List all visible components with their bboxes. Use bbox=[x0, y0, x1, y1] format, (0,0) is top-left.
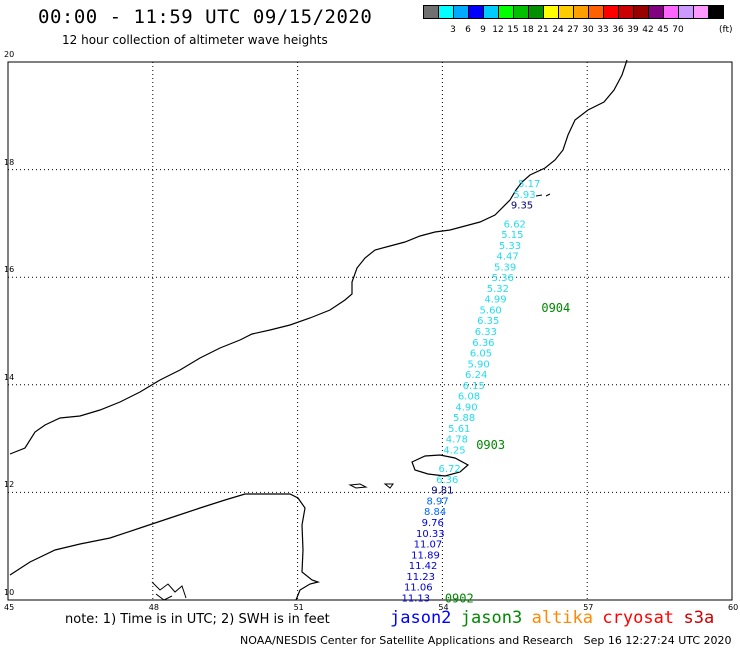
legend-unit: (ft) bbox=[719, 25, 733, 35]
x-tick-label: 48 bbox=[148, 603, 159, 612]
legend-label: 12 bbox=[492, 25, 504, 35]
wave-height-label: 4.90 bbox=[455, 402, 477, 413]
wave-height-label: 5.32 bbox=[487, 284, 509, 295]
x-tick-label: 57 bbox=[583, 603, 594, 612]
wave-height-label: 8.84 bbox=[424, 507, 446, 518]
somali-coastline bbox=[9, 493, 321, 601]
y-tick-label: 16 bbox=[4, 265, 15, 275]
legend-label: 15 bbox=[507, 25, 519, 35]
wave-height-label: 11.23 bbox=[406, 572, 435, 583]
pass-time-label: 0904 bbox=[541, 301, 570, 315]
satellite-name: jason3 bbox=[460, 608, 523, 628]
wave-height-label: 6.05 bbox=[470, 349, 492, 360]
chart-subtitle: 12 hour collection of altimeter wave hei… bbox=[62, 33, 328, 47]
legend-label: 9 bbox=[480, 25, 486, 35]
x-tick-label: 60 bbox=[728, 603, 739, 612]
wave-height-label: 6.15 bbox=[463, 381, 485, 392]
satellite-name: s3a bbox=[683, 608, 715, 628]
wave-height-label: 4.99 bbox=[484, 295, 506, 306]
legend-label: 39 bbox=[627, 25, 639, 35]
legend-label: 70 bbox=[672, 25, 684, 35]
arabian-coastline bbox=[9, 59, 628, 455]
pass-time-label: 0902 bbox=[445, 591, 474, 605]
wave-height-label: 4.78 bbox=[446, 435, 468, 446]
wave-height-label: 5.39 bbox=[494, 262, 516, 273]
coastal-islets bbox=[151, 581, 187, 601]
kuria-muria-islands bbox=[535, 193, 551, 197]
wave-height-label: 6.62 bbox=[504, 219, 526, 230]
wave-height-label: 6.35 bbox=[477, 316, 499, 327]
footer-note: note: 1) Time is in UTC; 2) SWH is in fe… bbox=[65, 612, 330, 627]
wave-height-label: 9.35 bbox=[511, 201, 533, 212]
wave-height-label: 5.93 bbox=[513, 190, 535, 201]
wave-height-label: 11.89 bbox=[411, 550, 440, 561]
legend-label: 42 bbox=[642, 25, 654, 35]
wave-height-label: 11.06 bbox=[404, 583, 433, 594]
wave-height-label: 5.60 bbox=[480, 305, 502, 316]
wave-height-label: 6.24 bbox=[465, 370, 487, 381]
wave-height-label: 5.15 bbox=[501, 230, 523, 241]
wave-height-label: 5.17 bbox=[518, 179, 540, 190]
credit-line: NOAA/NESDIS Center for Satellite Applica… bbox=[240, 634, 732, 647]
legend-label: 18 bbox=[522, 25, 534, 35]
y-tick-label: 20 bbox=[4, 50, 15, 59]
wave-height-label: 5.61 bbox=[448, 424, 470, 435]
wave-height-track: 5.175.939.35 6.625.155.334.475.395.365.32… bbox=[402, 179, 541, 604]
wave-height-label: 6.36 bbox=[436, 475, 458, 486]
chart-title: 00:00 - 11:59 UTC 09/15/2020 bbox=[38, 6, 373, 28]
grid bbox=[8, 62, 732, 600]
wave-height-label: 6.72 bbox=[439, 464, 461, 475]
wave-height-label: 6.08 bbox=[458, 392, 480, 403]
time-labels: 0904 0903 0902 bbox=[445, 301, 570, 606]
legend-label: 3 bbox=[450, 25, 456, 35]
legend-label: 33 bbox=[597, 25, 609, 35]
satellite-name: altika bbox=[531, 608, 594, 628]
abd-al-kuri-island bbox=[348, 483, 368, 489]
legend-label: 6 bbox=[465, 25, 471, 35]
legend-swatch bbox=[708, 5, 724, 19]
pass-time-label: 0903 bbox=[476, 438, 505, 452]
x-tick-label: 54 bbox=[438, 603, 449, 612]
wave-height-label: 5.90 bbox=[467, 359, 489, 370]
wave-height-label: 11.07 bbox=[414, 540, 443, 551]
wave-height-label: 4.47 bbox=[496, 252, 518, 263]
legend-label: 27 bbox=[567, 25, 579, 35]
y-tick-label: 12 bbox=[4, 480, 15, 490]
wave-height-label: 11.13 bbox=[402, 593, 431, 604]
legend-label: 45 bbox=[657, 25, 669, 35]
legend-label: 24 bbox=[552, 25, 564, 35]
satellite-name: cryosat bbox=[602, 608, 675, 628]
legend-label: 30 bbox=[582, 25, 594, 35]
legend-label: 36 bbox=[612, 25, 624, 35]
y-tick-label: 14 bbox=[4, 372, 15, 382]
socotra-island bbox=[411, 454, 470, 477]
wave-height-label: 5.33 bbox=[499, 241, 521, 252]
satellite-name: jason2 bbox=[390, 608, 452, 628]
y-tick-label: 18 bbox=[4, 157, 15, 167]
wave-height-label: 10.33 bbox=[416, 529, 445, 540]
wave-height-label: 9.81 bbox=[431, 486, 453, 497]
wave-height-label: 9.76 bbox=[422, 518, 444, 529]
wave-height-label: 6.36 bbox=[472, 338, 494, 349]
y-tick-label: 10 bbox=[4, 588, 15, 597]
x-tick-label: 51 bbox=[293, 603, 304, 612]
map-frame bbox=[7, 61, 733, 601]
wave-height-label: 8.97 bbox=[426, 496, 448, 507]
legend-label: 21 bbox=[537, 25, 549, 35]
wave-height-label: 6.33 bbox=[475, 327, 497, 338]
wave-height-label: 5.88 bbox=[453, 413, 475, 424]
x-tick-label: 45 bbox=[4, 603, 15, 612]
wave-height-label: 11.42 bbox=[409, 561, 438, 572]
wave-height-label: 4.25 bbox=[443, 445, 465, 456]
wave-height-label: 5.36 bbox=[492, 273, 514, 284]
darsa-island bbox=[383, 483, 394, 489]
